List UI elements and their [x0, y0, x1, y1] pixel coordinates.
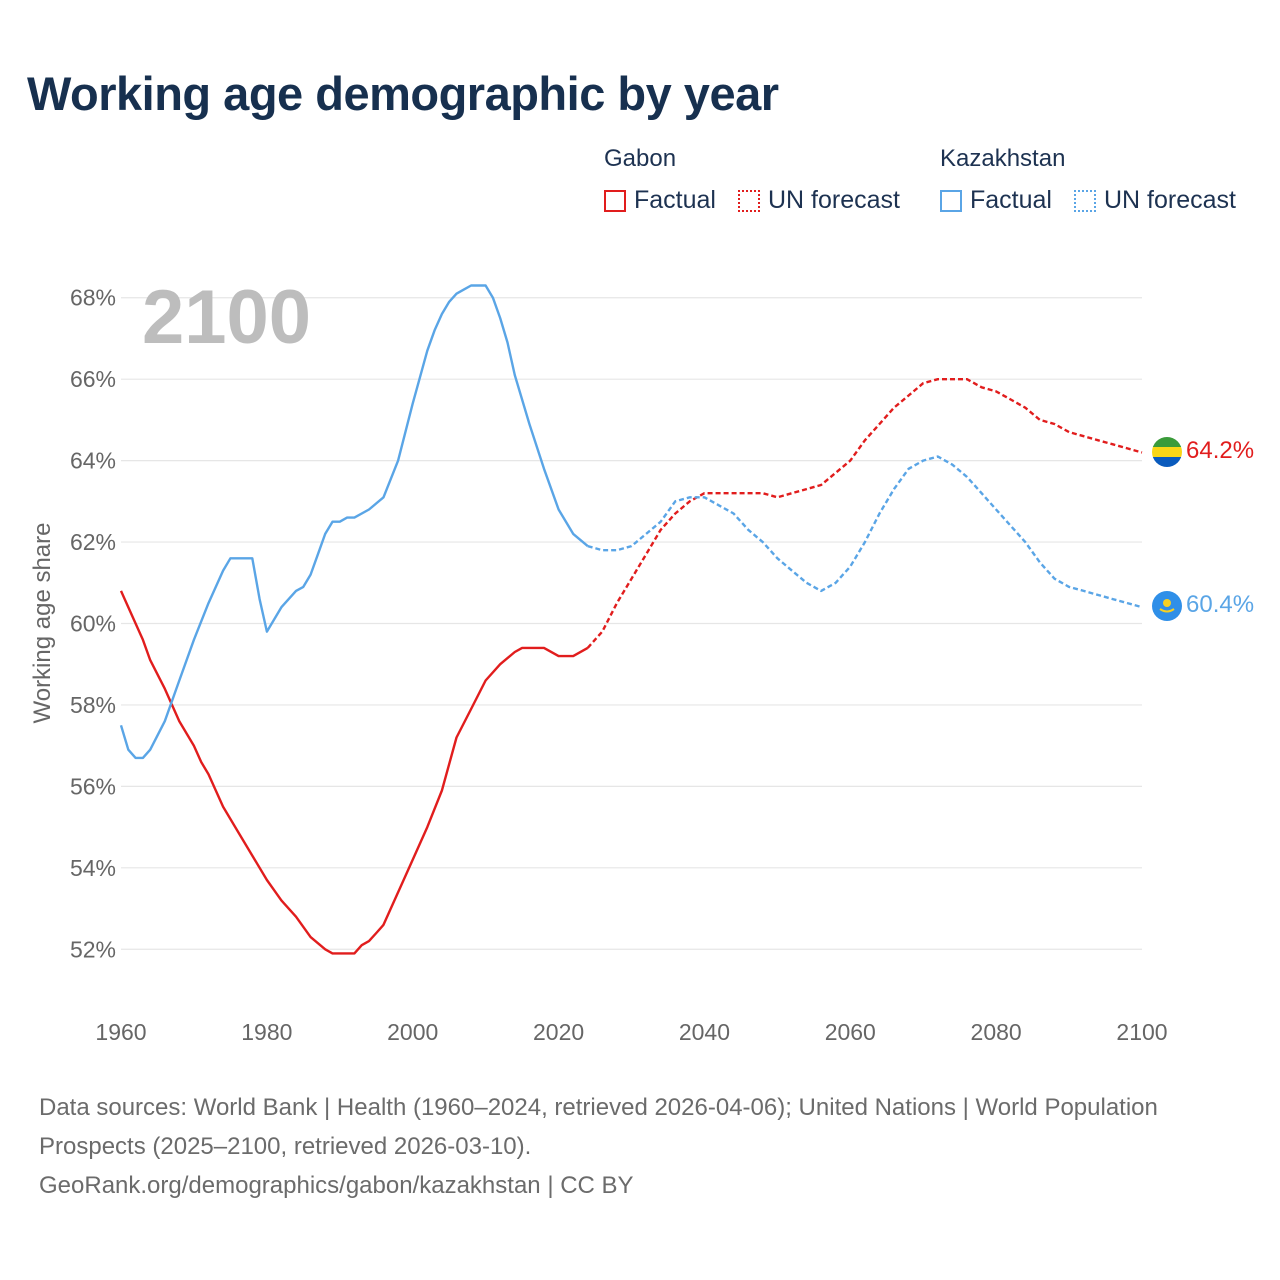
- legend-label-kazakhstan-factual: Factual: [970, 186, 1052, 214]
- x-tick-label: 2020: [533, 1019, 584, 1045]
- y-tick-label: 62%: [70, 529, 116, 555]
- legend-swatch-kazakhstan-forecast: [1074, 189, 1096, 212]
- legend-label-gabon-forecast: UN forecast: [768, 186, 900, 214]
- x-tick-label: 2100: [1116, 1019, 1167, 1045]
- legend-label-kazakhstan-forecast: UN forecast: [1104, 186, 1236, 214]
- legend-swatch-kazakhstan-factual: [940, 189, 962, 212]
- legend-kazakhstan-forecast[interactable]: UN forecast: [1074, 186, 1236, 215]
- data-sources: Data sources: World Bank | Health (1960–…: [39, 1094, 1158, 1160]
- x-tick-label: 2000: [387, 1019, 438, 1045]
- grid: [121, 297, 1142, 950]
- legend-gabon-forecast[interactable]: UN forecast: [738, 186, 900, 215]
- y-tick-label: 60%: [70, 611, 116, 637]
- legend-swatch-gabon-factual: [604, 189, 626, 212]
- y-tick-label: 52%: [70, 936, 116, 962]
- kazakhstan-flag-icon: [1152, 591, 1182, 621]
- y-axis-label: Working age share: [29, 523, 56, 724]
- y-tick-label: 66%: [70, 366, 116, 392]
- y-tick-label: 68%: [70, 285, 116, 311]
- footer: Data sources: World Bank | Health (1960–…: [39, 1088, 1189, 1205]
- legend-swatch-gabon-forecast: [738, 189, 760, 212]
- x-tick-label: 1960: [95, 1019, 146, 1045]
- x-tick-label: 2080: [971, 1019, 1022, 1045]
- chart-title: Working age demographic by year: [27, 67, 779, 120]
- x-tick-label: 1980: [241, 1019, 292, 1045]
- legend-group-gabon: Gabon: [604, 145, 677, 172]
- credit-link[interactable]: GeoRank.org/demographics/gabon/kazakhsta…: [39, 1172, 634, 1199]
- gabon-flag-icon: [1152, 437, 1182, 467]
- legend-kazakhstan-factual[interactable]: Factual: [940, 186, 1052, 215]
- legend-gabon-factual[interactable]: Factual: [604, 186, 716, 215]
- series: [119, 284, 1143, 955]
- end-label-kazakhstan: 60.4%: [1186, 591, 1254, 618]
- y-tick-label: 56%: [70, 773, 116, 799]
- series-line-kazakhstan-forecast: [587, 455, 1143, 609]
- legend-label-gabon-factual: Factual: [634, 186, 716, 214]
- year-watermark: 2100: [142, 275, 311, 360]
- legend-group-kazakhstan: Kazakhstan: [940, 145, 1066, 172]
- series-line-gabon-forecast: [586, 378, 1143, 649]
- series-line-gabon-factual: [119, 590, 589, 955]
- x-tick-label: 2060: [825, 1019, 876, 1045]
- y-axis-ticks: 52% 54% 56% 58% 60% 62% 64% 66% 68%: [70, 285, 116, 963]
- series-line-kazakhstan-factual: [119, 284, 589, 760]
- y-tick-label: 54%: [70, 855, 116, 881]
- end-label-gabon: 64.2%: [1186, 437, 1254, 464]
- x-tick-label: 2040: [679, 1019, 730, 1045]
- y-tick-label: 58%: [70, 692, 116, 718]
- x-axis-ticks: 1960 1980 2000 2020 2040 2060 2080 2100: [95, 1019, 1167, 1045]
- y-tick-label: 64%: [70, 448, 116, 474]
